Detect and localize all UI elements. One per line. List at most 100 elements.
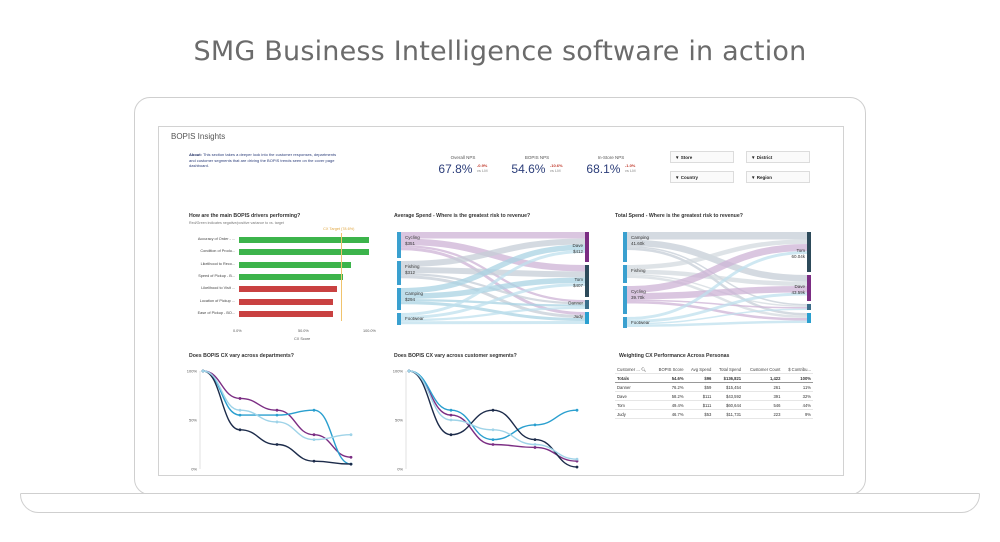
data-point: [312, 433, 316, 437]
data-point: [238, 413, 242, 417]
kpi-delta: -1.0% vs LM: [625, 163, 636, 173]
kpi-delta: -10.6% vs LM: [550, 163, 563, 173]
table-totals-row: Totals 54.6% $96 $136,821 1,422 100%: [615, 373, 813, 383]
table-row[interactable]: Judy 46.7% $53 $11,731 223 9%: [615, 409, 813, 419]
bar[interactable]: [239, 310, 333, 317]
kpi-delta-value: -0.9%: [476, 163, 488, 168]
about-body: This section takes a deeper look into th…: [189, 152, 337, 168]
kpi-value: 68.1%: [586, 162, 621, 176]
filter-store[interactable]: ▼ Store: [670, 151, 734, 163]
data-point: [449, 408, 453, 412]
bar-label: Location of Pickup ...: [199, 298, 235, 303]
bar[interactable]: [239, 286, 337, 293]
y-tick-label: 50%: [189, 418, 197, 423]
filter-label: Store: [680, 155, 693, 160]
bar[interactable]: [239, 298, 333, 305]
sankey-node: [397, 288, 401, 310]
data-point: [449, 418, 453, 422]
sankey-left-label: Camping: [631, 235, 650, 240]
sankey-link: [626, 299, 808, 309]
table-cell: $15,454: [713, 382, 744, 392]
bar[interactable]: [239, 249, 369, 256]
col-header[interactable]: $ Contribu...: [782, 365, 813, 374]
y-tick-label: 50%: [395, 418, 403, 423]
sankey-link: [626, 239, 808, 282]
table-row[interactable]: Danner 76.2% $59 $15,454 261 11%: [615, 382, 813, 392]
filter-region[interactable]: ▼ Region: [746, 171, 810, 183]
table-cell: 261: [743, 382, 783, 392]
table-cell: 32%: [782, 391, 813, 401]
filter-label: Country: [680, 175, 698, 180]
data-point: [312, 438, 316, 441]
search-icon[interactable]: 🔍︎: [640, 366, 647, 372]
sankey-left-label: Fishing: [631, 268, 646, 273]
data-point: [491, 408, 495, 412]
series-line: [202, 370, 352, 465]
sankey-node: [585, 300, 589, 309]
sankey-link: [626, 244, 808, 293]
sankey-left-label: Cycling: [405, 235, 420, 240]
sankey-link: [626, 269, 808, 286]
sankey-left-label: Camping: [405, 291, 424, 296]
col-header[interactable]: Avg Spend: [685, 365, 714, 374]
table-header-row: Customer ... 🔍︎ BOPIS Score Avg Spend To…: [615, 365, 813, 374]
sankey-link: [626, 292, 808, 323]
table-cell: Judy: [615, 409, 653, 419]
kpi-delta-value: -10.6%: [549, 163, 563, 168]
data-point: [275, 420, 279, 424]
kpi-delta-value: -1.0%: [624, 163, 636, 168]
data-point: [449, 413, 453, 417]
bar[interactable]: [239, 261, 351, 268]
data-point: [491, 443, 495, 446]
bar[interactable]: [239, 273, 343, 280]
table-cell: 9%: [782, 409, 813, 419]
kpi-period: vs LM: [476, 168, 488, 173]
sankey-right-label: Tom: [796, 248, 805, 253]
avg-spend-title: Average Spend - Where is the greatest ri…: [394, 213, 531, 219]
segment-line-chart: 100% 50% 0%: [393, 369, 579, 472]
data-point: [533, 446, 537, 449]
table-cell: $43,592: [713, 391, 744, 401]
y-tick-label: 100%: [393, 369, 404, 374]
table-cell: Danner: [615, 382, 653, 392]
app-title: BOPIS Insights: [171, 132, 226, 141]
sankey-link: [400, 301, 586, 321]
x-tick-label: 100.0%: [363, 329, 376, 334]
sankey-left-value: 39.70k: [631, 295, 645, 300]
series-line: [202, 370, 352, 465]
table-cell: 391: [743, 391, 783, 401]
table-cell: 223: [743, 409, 783, 419]
sankey-node: [807, 232, 811, 272]
filter-label: Region: [756, 175, 772, 180]
table-cell: 1,422: [743, 373, 783, 383]
sankey-node: [807, 275, 811, 301]
kpi-value: 67.8%: [438, 162, 473, 176]
sankey-node: [807, 304, 811, 310]
y-tick-label: 0%: [397, 467, 403, 472]
dashboard-screen: BOPIS Insights About: This section takes…: [158, 126, 844, 476]
persona-table-title: Weighting CX Performance Across Personas: [619, 353, 730, 359]
sankey-link: [626, 308, 808, 325]
sankey-link: [400, 244, 586, 294]
col-header[interactable]: Customer Count: [743, 365, 783, 374]
sankey-link: [400, 299, 586, 307]
bar-label: Ease of Pickup - BO...: [197, 310, 235, 315]
segment-chart-title: Does BOPIS CX vary across customer segme…: [394, 353, 517, 359]
table-row[interactable]: Dave 58.2% $111 $43,592 391 32%: [615, 391, 813, 401]
sankey-right-label: Dave: [572, 243, 583, 248]
kpi-bopis-nps: BOPIS NPS 54.6% -10.6% vs LM: [500, 155, 574, 178]
table-cell: Tom: [615, 400, 653, 410]
table-cell: $111: [685, 391, 714, 401]
bar[interactable]: [239, 237, 369, 243]
col-header[interactable]: Customer ... 🔍︎: [615, 365, 653, 374]
table-row[interactable]: Tom 49.4% $111 $60,644 546 44%: [615, 400, 813, 410]
col-header[interactable]: Total Spend: [713, 365, 744, 374]
table-cell: 46.7%: [652, 409, 686, 419]
filter-country[interactable]: ▼ Country: [670, 171, 734, 183]
sankey-right-value: $407: [573, 283, 584, 288]
sankey-link: [400, 250, 586, 316]
kpi-label: BOPIS NPS: [524, 155, 550, 160]
col-header[interactable]: BOPIS Score: [652, 365, 686, 374]
data-point: [201, 369, 205, 373]
filter-district[interactable]: ▼ District: [746, 151, 810, 163]
